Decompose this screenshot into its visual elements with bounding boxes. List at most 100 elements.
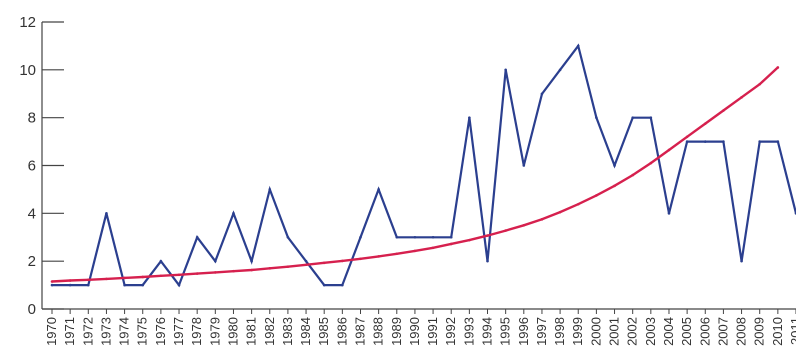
y-tick-label: 4 — [28, 205, 36, 222]
y-axis-ticks: 0 2 4 6 8 10 12 — [19, 14, 64, 318]
x-tick-label: 1988 — [371, 317, 386, 346]
series-2-point — [576, 202, 580, 206]
series-1-point — [468, 116, 471, 119]
series-line-1 — [52, 43, 796, 288]
y-tick-label: 12 — [19, 14, 36, 31]
x-tick-label: 1983 — [280, 317, 295, 346]
series-2-point — [268, 267, 272, 270]
x-tick-label: 1982 — [262, 317, 277, 346]
series-1-point — [576, 44, 580, 48]
series-2-point — [304, 263, 308, 267]
x-tick-label: 1998 — [552, 317, 567, 346]
series-2-point — [504, 229, 507, 232]
series-1-point — [631, 116, 634, 119]
series-1-point — [758, 140, 762, 143]
series-2-point — [486, 234, 489, 237]
series-1-point — [685, 140, 689, 143]
series-2-point — [431, 246, 435, 250]
series-1-point — [431, 235, 435, 239]
series-1-point — [776, 140, 780, 143]
series-1-point — [522, 164, 526, 167]
series-1-point — [649, 116, 653, 119]
series-1-point — [177, 283, 181, 287]
series-2-point — [286, 265, 290, 268]
x-tick-label: 1992 — [443, 317, 458, 346]
series-2-point — [359, 257, 362, 261]
series-1-point — [722, 140, 725, 143]
series-2-point — [232, 269, 235, 273]
x-tick-label: 1970 — [44, 317, 59, 346]
series-2-point — [413, 249, 417, 253]
x-tick-label: 1991 — [425, 317, 440, 346]
x-tick-label: 2004 — [661, 317, 676, 346]
x-tick-label: 1993 — [461, 317, 476, 346]
series-2-point — [685, 135, 689, 139]
series-2-point — [395, 252, 399, 256]
series-2-point — [105, 277, 108, 281]
series-1-point — [105, 212, 108, 215]
series-1-point — [395, 235, 399, 239]
x-tick-label: 2001 — [607, 317, 622, 346]
x-tick-label: 2003 — [643, 317, 658, 346]
x-tick-label: 1975 — [135, 317, 150, 346]
x-tick-label: 1990 — [407, 317, 422, 346]
series-2-point — [540, 218, 544, 221]
series-2-point — [214, 271, 217, 274]
x-tick-label: 1974 — [117, 317, 132, 346]
x-tick-label: 1971 — [62, 317, 77, 346]
series-2-point — [522, 223, 526, 227]
series-2-point — [595, 194, 598, 197]
series-1-point — [123, 283, 126, 287]
series-2-point — [322, 261, 326, 265]
series-1-point — [449, 235, 453, 239]
series-1-point — [322, 283, 326, 287]
series-1-point — [232, 212, 235, 215]
x-tick-label: 1984 — [298, 317, 313, 346]
series-2-point — [468, 238, 471, 242]
series-1-point — [68, 283, 72, 287]
series-2-point — [776, 66, 780, 69]
x-tick-label: 2000 — [588, 317, 603, 346]
x-tick-label: 2009 — [752, 317, 767, 346]
x-tick-label: 1989 — [389, 317, 404, 346]
y-tick-label: 0 — [28, 301, 36, 318]
series-1-point — [595, 116, 598, 119]
series-1-point — [214, 259, 217, 263]
series-1-point — [504, 68, 507, 72]
series-1-point — [486, 259, 489, 263]
series-2-point — [649, 161, 653, 165]
y-tick-label: 8 — [28, 110, 36, 127]
series-2-point — [50, 280, 54, 283]
series-1-point — [304, 259, 308, 263]
series-2-point — [86, 278, 90, 282]
x-tick-label: 1980 — [225, 317, 240, 346]
x-tick-label: 1996 — [516, 317, 531, 346]
x-tick-label: 2007 — [715, 317, 730, 346]
series-1-point — [159, 259, 163, 263]
x-tick-label: 1981 — [244, 317, 259, 346]
series-1-point — [341, 283, 344, 287]
x-tick-label: 1999 — [570, 317, 585, 346]
axes — [41, 22, 796, 310]
series-1-point — [50, 283, 54, 287]
series-2-point — [123, 276, 126, 280]
series-1-point — [141, 283, 145, 287]
x-tick-label: 1995 — [498, 317, 513, 346]
x-tick-label: 2006 — [697, 317, 712, 346]
series-2-point — [722, 109, 725, 112]
series-2-point — [758, 82, 762, 86]
series-1-point — [359, 235, 362, 239]
series-1-point — [377, 188, 380, 191]
series-1-point — [413, 235, 417, 239]
x-tick-label: 1972 — [80, 317, 95, 346]
series-2-point — [250, 268, 253, 272]
series-1-point — [667, 212, 671, 215]
x-tick-label: 2008 — [734, 317, 749, 346]
series-2-point — [667, 148, 671, 152]
x-tick-label: 1985 — [316, 317, 331, 346]
series-2-point — [631, 173, 634, 177]
series-2-point — [558, 210, 562, 214]
series-group — [50, 43, 796, 288]
series-1-point — [740, 259, 743, 263]
